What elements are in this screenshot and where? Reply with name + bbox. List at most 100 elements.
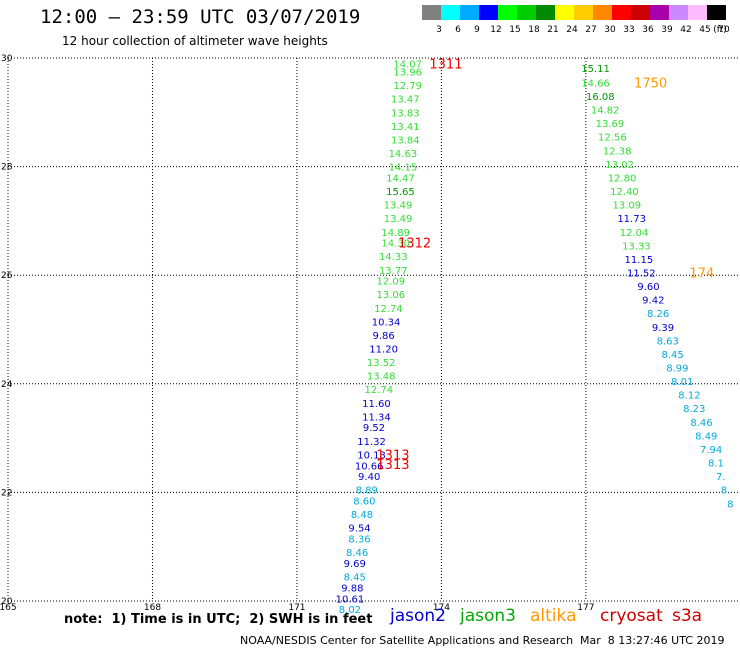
legend-swatch xyxy=(422,5,441,20)
data-point-label: 9.42 xyxy=(642,296,664,307)
x-tick-label: 165 xyxy=(0,603,17,613)
data-point-label: 14.82 xyxy=(591,106,620,117)
data-point-label: 8.12 xyxy=(678,391,700,402)
legend-swatch xyxy=(479,5,498,20)
x-tick-label: 174 xyxy=(433,603,450,613)
legend-label: 27 xyxy=(585,25,596,35)
legend-label: 6 xyxy=(455,25,461,35)
data-point-label: 7. xyxy=(716,472,726,483)
y-tick-label: 28 xyxy=(1,163,13,173)
sat-label-jason3: jason3 xyxy=(460,606,516,626)
data-point-label: 14.66 xyxy=(581,78,610,89)
data-point-label: 14.63 xyxy=(389,149,418,160)
footer-credit: NOAA/NESDIS Center for Satellite Applica… xyxy=(240,634,574,647)
legend-swatch xyxy=(688,5,707,20)
data-point-label: 16.08 xyxy=(586,92,615,103)
data-point-label: 13.49 xyxy=(384,214,413,225)
y-tick-label: 24 xyxy=(1,380,13,390)
data-point-label: 13.47 xyxy=(391,95,420,106)
data-point-label: 11.32 xyxy=(357,437,386,448)
legend-label: 45 xyxy=(699,25,710,35)
data-point-label: 10.13 xyxy=(357,450,386,461)
legend-label: 9 xyxy=(474,25,480,35)
time-annotation: 1750 xyxy=(634,76,667,91)
data-point-label: 9.40 xyxy=(358,472,380,483)
data-point-label: 8 xyxy=(727,499,733,510)
sat-label-s3a: s3a xyxy=(672,606,703,626)
legend-label: 39 xyxy=(661,25,673,35)
chart-subtitle: 12 hour collection of altimeter wave hei… xyxy=(62,34,328,48)
data-point-label: 8. xyxy=(721,486,731,497)
data-point-label: 13.06 xyxy=(377,290,406,301)
data-point-label: 15.11 xyxy=(581,64,610,75)
data-point-label: 11.15 xyxy=(625,255,654,266)
legend-label: 36 xyxy=(642,25,654,35)
x-tick-label: 171 xyxy=(288,603,305,613)
data-point-label: 13.09 xyxy=(613,201,642,212)
legend-label: 70 xyxy=(718,25,730,35)
data-point-label: 15.65 xyxy=(386,187,415,198)
data-point-label: 13.48 xyxy=(367,372,396,383)
y-tick-label: 26 xyxy=(1,271,13,281)
data-point-label: 11.73 xyxy=(617,214,646,225)
data-point-label: 8.48 xyxy=(351,510,373,521)
legend-label: 24 xyxy=(566,25,578,35)
legend-swatch xyxy=(517,5,536,20)
data-point-label: 13.49 xyxy=(384,201,413,212)
legend-label: 3 xyxy=(436,25,442,35)
legend-swatch xyxy=(441,5,460,20)
data-point-label: 14.15 xyxy=(389,163,418,174)
data-point-label: 14.07 xyxy=(393,59,422,70)
data-point-label: 13.84 xyxy=(391,135,420,146)
data-point-label: 8.36 xyxy=(348,535,370,546)
data-point-label: 9.86 xyxy=(372,331,394,342)
legend-swatch xyxy=(555,5,574,20)
time-annotation: 1313 xyxy=(376,458,409,473)
legend-label: 30 xyxy=(604,25,616,35)
data-point-label: 13.96 xyxy=(393,68,422,79)
data-point-label: 9.60 xyxy=(637,282,659,293)
data-point-label: 9.52 xyxy=(363,423,385,434)
data-point-label: 9.39 xyxy=(652,323,674,334)
data-point-label: 9.88 xyxy=(341,583,363,594)
data-point-label: 8.60 xyxy=(353,497,375,508)
legend-swatch xyxy=(650,5,669,20)
legend-swatch xyxy=(593,5,612,20)
data-point-label: 13.77 xyxy=(379,266,408,277)
data-point-label: 12.79 xyxy=(393,81,422,92)
legend-label: 12 xyxy=(490,25,501,35)
legend-swatch xyxy=(612,5,631,20)
data-point-label: 10.66 xyxy=(355,461,384,472)
data-point-label: 12.38 xyxy=(603,146,632,157)
y-tick-label: 20 xyxy=(1,597,13,607)
sat-label-jason2: jason2 xyxy=(390,606,446,626)
data-point-label: 9.54 xyxy=(348,524,370,535)
x-tick-label: 177 xyxy=(577,603,594,613)
data-point-label: 13.69 xyxy=(596,119,625,130)
time-annotation: 1313 xyxy=(376,448,409,463)
data-point-label: 11.52 xyxy=(627,268,656,279)
time-annotation: 1311 xyxy=(429,57,462,72)
y-tick-label: 22 xyxy=(1,488,12,498)
data-point-label: 10.34 xyxy=(372,317,401,328)
footer-timestamp: Mar 8 13:27:46 UTC 2019 xyxy=(580,634,725,647)
data-point-label: 8.1 xyxy=(708,459,724,470)
data-point-label: 13.02 xyxy=(605,160,634,171)
data-point-label: 11.34 xyxy=(362,412,391,423)
data-point-label: 13.52 xyxy=(367,358,396,369)
time-annotation: 174 xyxy=(689,266,714,281)
legend-label: 18 xyxy=(528,25,540,35)
data-point-label: 12.56 xyxy=(598,133,627,144)
data-point-label: 8.45 xyxy=(661,350,683,361)
legend-swatch xyxy=(631,5,650,20)
data-point-label: 13.83 xyxy=(391,108,420,119)
legend-label: 15 xyxy=(509,25,520,35)
data-point-label: 8.46 xyxy=(690,418,712,429)
legend-swatch xyxy=(536,5,555,20)
data-point-label: 8.46 xyxy=(346,548,368,559)
data-point-label: 8.89 xyxy=(356,486,378,497)
data-point-label: 11.20 xyxy=(369,345,398,356)
legend-swatch xyxy=(498,5,517,20)
legend-unit: (ft) xyxy=(713,25,727,35)
